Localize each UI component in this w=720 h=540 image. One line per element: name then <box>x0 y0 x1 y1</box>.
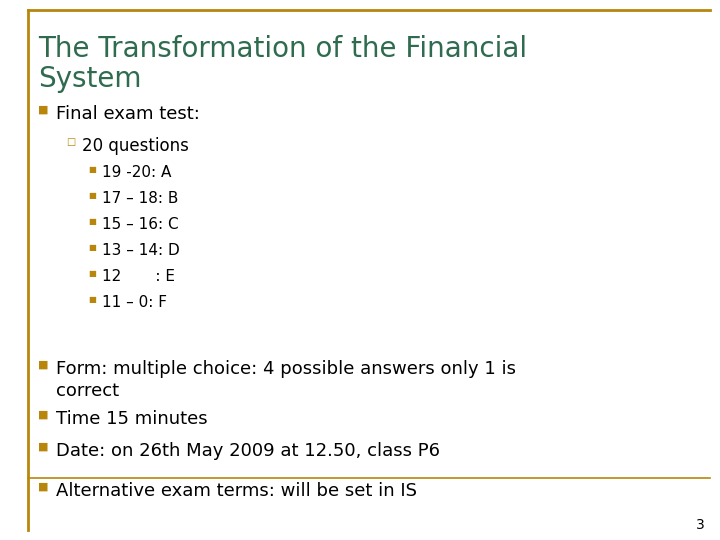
Text: The Transformation of the Financial: The Transformation of the Financial <box>38 35 527 63</box>
Text: Time 15 minutes: Time 15 minutes <box>56 410 207 428</box>
Text: 11 – 0: F: 11 – 0: F <box>102 295 167 310</box>
Text: ■: ■ <box>88 217 96 226</box>
Text: ■: ■ <box>88 243 96 252</box>
Text: 20 questions: 20 questions <box>82 137 189 155</box>
Text: 13 – 14: D: 13 – 14: D <box>102 243 180 258</box>
Text: Form: multiple choice: 4 possible answers only 1 is: Form: multiple choice: 4 possible answer… <box>56 360 516 378</box>
Text: ■: ■ <box>88 191 96 200</box>
Text: 17 – 18: B: 17 – 18: B <box>102 191 179 206</box>
Text: correct: correct <box>56 382 119 400</box>
Text: 15 – 16: C: 15 – 16: C <box>102 217 179 232</box>
Text: System: System <box>38 65 142 93</box>
Text: Date: on 26th May 2009 at 12.50, class P6: Date: on 26th May 2009 at 12.50, class P… <box>56 442 440 460</box>
Text: ■: ■ <box>88 269 96 278</box>
Text: ■: ■ <box>38 442 48 452</box>
Text: ■: ■ <box>38 105 48 115</box>
Text: ■: ■ <box>38 482 48 492</box>
Text: 12       : E: 12 : E <box>102 269 175 284</box>
Text: □: □ <box>66 137 76 147</box>
Text: Alternative exam terms: will be set in IS: Alternative exam terms: will be set in I… <box>56 482 417 500</box>
Text: 19 -20: A: 19 -20: A <box>102 165 171 180</box>
Text: ■: ■ <box>88 165 96 174</box>
Text: 3: 3 <box>696 518 705 532</box>
Text: ■: ■ <box>38 410 48 420</box>
Text: ■: ■ <box>88 295 96 304</box>
Text: Final exam test:: Final exam test: <box>56 105 200 123</box>
Text: ■: ■ <box>38 360 48 370</box>
